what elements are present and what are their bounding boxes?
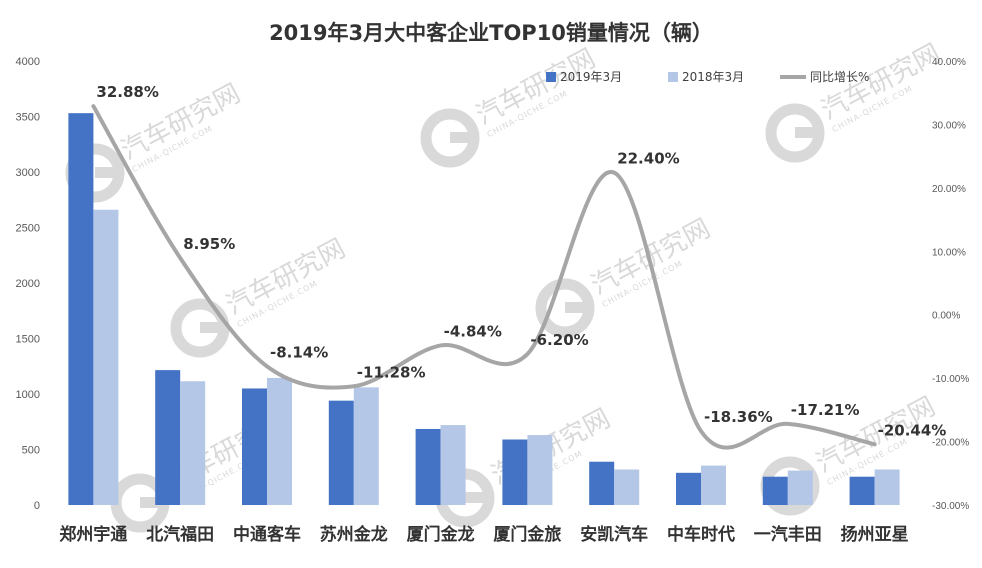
bar-2019-5	[415, 428, 441, 505]
watermark-text: 汽车研究网	[471, 44, 600, 132]
legend-swatch-2018	[668, 72, 678, 82]
category-label: 厦门金龙	[407, 524, 475, 545]
bar-2018-10	[874, 469, 900, 505]
bar-2018-1	[93, 209, 119, 506]
left-tick-label: 1500	[16, 334, 40, 346]
right-tick-label: 0.00%	[932, 311, 960, 322]
bar-2019-6	[502, 439, 528, 505]
growth-label-2: 8.95%	[183, 235, 235, 253]
bar-2018-7	[614, 469, 640, 505]
bar-2019-9	[762, 476, 788, 505]
left-tick-label: 1000	[16, 389, 40, 401]
category-label: 扬州亚星	[841, 524, 909, 545]
data-labels: 32.88% 8.95% -8.14% -11.28% -4.84% -6.20% 22.4…	[96, 83, 946, 439]
right-tick-label: -10.00%	[932, 374, 969, 385]
bar-2018-9	[787, 470, 813, 505]
growth-label-8: -18.36%	[704, 408, 773, 426]
category-label: 中通客车	[233, 524, 301, 545]
category-label: 中车时代	[667, 524, 735, 545]
legend-swatch-2019	[546, 72, 556, 82]
bar-2019-8	[676, 472, 701, 505]
bar-2018-8	[701, 465, 726, 505]
bar-2019-4	[328, 400, 354, 505]
left-tick-label: 500	[22, 445, 40, 457]
watermark-logo-icon	[765, 103, 825, 163]
right-tick-label: 10.00%	[932, 247, 966, 258]
growth-label-7: 22.40%	[617, 150, 679, 168]
category-axis: 郑州宇通 北汽福田 中通客车 苏州金龙 厦门金龙 厦门金旅 安凯汽车 中车时代 一汽丰田 扬州亚星	[59, 524, 908, 545]
line-series	[91, 104, 877, 450]
legend-label-2019: 2019年3月	[560, 70, 622, 84]
growth-label-4: -11.28%	[357, 363, 426, 381]
left-tick-label: 2500	[16, 223, 40, 235]
bar-2018-3	[267, 377, 292, 505]
left-tick-label: 2000	[16, 278, 40, 290]
watermark-logo-bar	[795, 127, 815, 138]
bar-2019-10	[849, 476, 875, 505]
chart-title: 2019年3月大中客企业TOP10销量情况（辆）	[269, 21, 713, 45]
bar-2019-1	[68, 113, 94, 506]
growth-label-3: -8.14%	[270, 343, 328, 361]
category-label: 苏州金龙	[320, 524, 388, 545]
right-tick-label: 20.00%	[932, 184, 966, 195]
bar-2019-2	[155, 370, 181, 505]
watermark-logo-bar	[565, 302, 585, 313]
legend-label-growth: 同比增长%	[810, 70, 869, 84]
bar-2018-2	[180, 381, 206, 505]
growth-label-5: -4.84%	[444, 322, 502, 340]
left-tick-label: 3000	[16, 167, 40, 179]
watermark-logo-icon	[420, 108, 480, 168]
right-tick-label: 40.00%	[932, 57, 966, 68]
left-tick-label: 4000	[16, 56, 40, 68]
watermark-logo-icon	[535, 278, 595, 338]
watermark-logo-icon	[170, 298, 230, 358]
left-axis: 0 500 1000 1500 2000 2500 3000 3500 4000	[16, 56, 40, 512]
watermark-logo-bar	[200, 322, 220, 333]
category-label: 厦门金旅	[493, 524, 561, 545]
category-label: 郑州宇通	[59, 524, 127, 545]
right-axis: -30.00% -20.00% -10.00% 0.00% 10.00% 20.00% 30…	[932, 57, 969, 512]
watermark-text: 汽车研究网	[221, 234, 350, 322]
growth-label-6: -6.20%	[530, 331, 588, 349]
right-tick-label: -20.00%	[932, 438, 969, 449]
bar-2018-5	[440, 425, 466, 505]
right-tick-label: -30.00%	[932, 501, 969, 512]
category-label: 安凯汽车	[580, 524, 648, 545]
legend: 2019年3月 2018年3月 同比增长%	[546, 70, 869, 84]
right-tick-label: 30.00%	[932, 120, 966, 131]
watermark-logo-bar	[140, 497, 160, 508]
category-label: 一汽丰田	[754, 524, 822, 545]
watermark-logo-bar	[450, 132, 470, 143]
left-tick-label: 3500	[16, 112, 40, 124]
legend-label-2018: 2018年3月	[682, 70, 744, 84]
bar-2018-6	[527, 435, 553, 505]
watermark-logo-bar	[95, 167, 115, 178]
category-label: 北汽福田	[146, 524, 214, 545]
bar-2018-4	[353, 387, 379, 505]
bar-2019-3	[242, 388, 267, 505]
bar-series	[68, 113, 900, 506]
watermark-logo-bar	[465, 492, 485, 503]
growth-line	[91, 104, 877, 450]
growth-label-1: 32.88%	[96, 83, 158, 101]
bar-2019-7	[589, 461, 615, 505]
growth-label-10: -20.44%	[878, 421, 947, 439]
left-tick-label: 0	[34, 500, 40, 512]
growth-label-9: -17.21%	[791, 401, 860, 419]
